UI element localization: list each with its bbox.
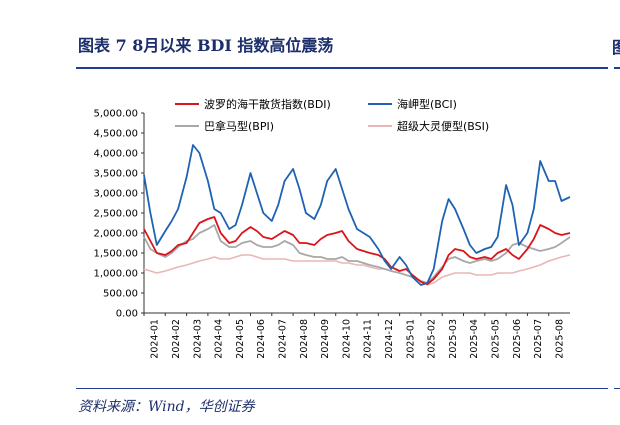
x-tick-label: 2024-05 [235, 319, 246, 359]
x-tick-label: 2024-03 [192, 319, 203, 359]
y-tick-label: 3,000.00 [93, 189, 138, 200]
x-tick-label: 2024-12 [384, 319, 395, 359]
x-tick-label: 2025-04 [469, 319, 480, 359]
x-tick-label: 2024-09 [320, 319, 331, 359]
x-tick-label: 2025-02 [427, 319, 438, 359]
y-tick-label: 3,500.00 [93, 169, 138, 180]
source-rule-continuation [614, 388, 620, 389]
y-tick-label: 4,000.00 [93, 149, 138, 160]
x-tick-label: 2024-01 [150, 319, 161, 359]
x-tick-label: 2024-02 [171, 319, 182, 359]
legend-label-bpi: 巴拿马型(BPI) [204, 119, 274, 133]
figure-title: 图表 7 8月以来 BDI 指数高位震荡 [78, 36, 334, 55]
x-tick-label: 2024-08 [299, 319, 310, 359]
chart-series [143, 144, 571, 286]
x-tick-label: 2024-11 [363, 319, 374, 359]
y-tick-label: 2,500.00 [93, 209, 138, 220]
x-tick-label: 2025-07 [533, 319, 544, 359]
series-line-bci [143, 144, 571, 286]
y-tick-label: 1,500.00 [93, 249, 138, 260]
y-tick-label: 2,000.00 [93, 229, 138, 240]
x-tick-label: 2024-10 [341, 319, 352, 359]
title-rule-continuation [614, 67, 620, 69]
x-tick-label: 2025-05 [490, 319, 501, 359]
series-line-bpi [143, 224, 571, 284]
y-tick-label: 5,000.00 [93, 109, 138, 120]
adjacent-figure-title-fragment: 图 [612, 34, 620, 58]
title-rule [76, 67, 608, 69]
bdi-line-chart: 0.00 500.00 1,000.00 1,500.00 2,000.00 2,500.… [93, 97, 571, 359]
chart-axes: 0.00 500.00 1,000.00 1,500.00 2,000.00 2,500.… [93, 109, 570, 359]
x-tick-label: 2025-01 [405, 319, 416, 359]
legend-label-bdi: 波罗的海干散货指数(BDI) [204, 97, 331, 111]
x-tick-label: 2024-07 [277, 319, 288, 359]
source-rule [76, 388, 608, 389]
y-tick-label: 0.00 [116, 309, 138, 320]
y-tick-label: 4,500.00 [93, 129, 138, 140]
source-note: 资料来源：Wind，华创证券 [78, 399, 255, 415]
y-tick-label: 1,000.00 [93, 269, 138, 280]
x-tick-label: 2025-06 [512, 319, 523, 359]
x-tick-label: 2024-04 [214, 319, 225, 359]
series-line-bsi [143, 254, 571, 286]
legend-label-bsi: 超级大灵便型(BSI) [397, 119, 489, 133]
legend-label-bci: 海岬型(BCI) [397, 97, 457, 111]
y-tick-label: 500.00 [103, 289, 138, 300]
chart-legend: 波罗的海干散货指数(BDI) 海岬型(BCI) 巴拿马型(BPI) 超级大灵便型(BS… [175, 97, 489, 133]
series-line-bdi [143, 216, 571, 286]
x-tick-label: 2024-06 [256, 319, 267, 359]
x-tick-label: 2025-08 [554, 319, 565, 359]
x-tick-label: 2025-03 [448, 319, 459, 359]
